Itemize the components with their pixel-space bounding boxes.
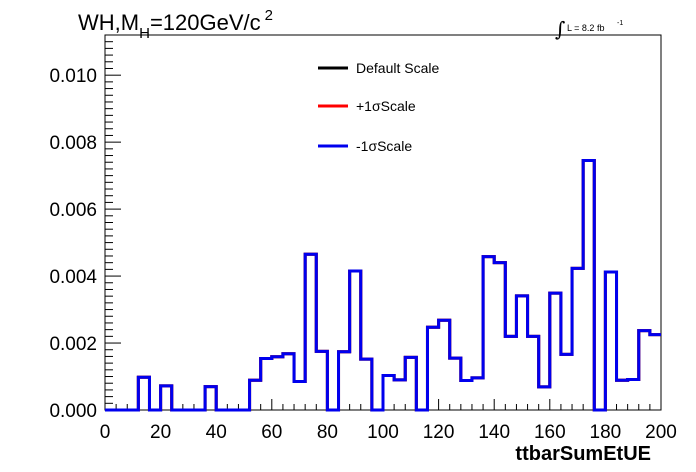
x-tick-label: 180 — [590, 422, 622, 443]
title-superscript: 2 — [265, 7, 273, 24]
chart-title: WH,MH=120GeV/c 2 — [78, 7, 273, 42]
y-tick-label: 0.010 — [49, 66, 97, 87]
x-tick-label: 20 — [150, 422, 171, 443]
x-axis-label: ttbarSumEtUE — [515, 443, 651, 465]
y-tick-label: 0.004 — [49, 267, 97, 288]
series-line — [105, 159, 661, 412]
x-tick-label: 200 — [645, 422, 677, 443]
x-tick-label: 80 — [317, 422, 338, 443]
x-tick-label: 0 — [100, 422, 111, 443]
legend-label: +1σScale — [356, 98, 416, 114]
series-3 — [105, 159, 661, 412]
y-tick-label: 0.000 — [49, 401, 97, 422]
x-tick-label: 100 — [367, 422, 399, 443]
x-tick-label: 60 — [261, 422, 282, 443]
x-tick-label: 40 — [206, 422, 227, 443]
series-layer — [105, 159, 661, 412]
lumi-superscript: -1 — [617, 20, 623, 27]
y-axis: 0.000 0.002 0.004 0.006 0.008 0.010 — [49, 35, 121, 422]
y-tick-label: 0.008 — [49, 133, 97, 154]
title-rest: =120GeV/c — [150, 10, 261, 35]
y-tick-label: 0.006 — [49, 200, 97, 221]
x-tick-label: 140 — [478, 422, 510, 443]
title-main: WH,M — [78, 10, 139, 35]
lumi-integral: ∫ — [555, 17, 565, 41]
y-tick-label: 0.002 — [49, 334, 97, 355]
legend-label: Default Scale — [356, 60, 439, 76]
title-subscript: H — [139, 25, 150, 42]
legend: Default Scale +1σScale -1σScale — [318, 60, 439, 154]
legend-label: -1σScale — [356, 138, 412, 154]
lumi-text: L = 8.2 fb — [567, 23, 604, 33]
x-tick-label: 120 — [423, 422, 455, 443]
x-tick-label: 160 — [534, 422, 566, 443]
